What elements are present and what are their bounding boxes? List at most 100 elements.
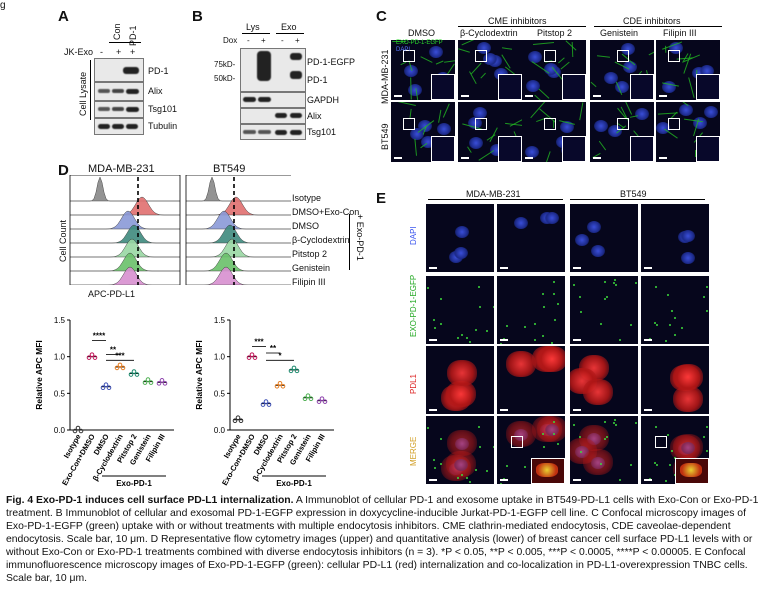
data-point <box>86 355 92 360</box>
data-point <box>75 425 81 431</box>
data-point <box>92 355 98 360</box>
confocal-image-e-pdl1 <box>570 346 638 414</box>
figure-corner-letter: g <box>0 0 6 11</box>
y-axis-label: Relative APC MFI <box>194 340 204 410</box>
row-e-pdl1: PDL1 <box>409 373 418 394</box>
header-e-mda: MDA-MB-231 <box>466 189 521 199</box>
panel-e-label: E <box>376 190 387 207</box>
blot-b-pd1 <box>240 48 306 92</box>
data-point <box>128 372 134 377</box>
flow-frame <box>69 175 181 285</box>
flow-legend-item: Filipin III <box>292 277 326 287</box>
data-point <box>238 418 244 424</box>
confocal-image-e-egfp <box>641 276 709 344</box>
confocal-image-c <box>391 40 455 100</box>
confocal-image-e-pdl1 <box>641 346 709 414</box>
data-point <box>322 399 328 404</box>
y-tick-label: 0.5 <box>214 389 226 398</box>
band-label-pd1-b: PD-1 <box>307 75 328 85</box>
row-e-egfp: EXO-PD-1-EGFP <box>409 274 418 337</box>
band-label-tsg101: Tsg101 <box>148 104 178 114</box>
marker-75kd: 75kD- <box>214 60 236 69</box>
caption-body: A Immunoblot of cellular PD-1 and exosom… <box>6 495 759 584</box>
cde-line <box>594 26 722 27</box>
y-tick-label: 1.0 <box>214 353 226 362</box>
flow-histogram-3 <box>186 210 291 230</box>
sign-a-1: + <box>116 47 122 57</box>
data-point <box>316 399 322 404</box>
marker-50kd: 50kD- <box>214 74 236 83</box>
flow-histogram-4 <box>70 224 180 244</box>
data-point <box>89 352 95 357</box>
data-point <box>302 396 308 402</box>
data-point <box>100 385 106 391</box>
band-label-gapdh: GAPDH <box>307 95 340 105</box>
significance-stars: *** <box>115 351 125 360</box>
blot-a-alix <box>94 82 144 101</box>
data-point <box>252 355 258 360</box>
data-point <box>294 368 300 374</box>
row-c-mda: MDA-MB-231 <box>380 49 390 104</box>
cell-lysate-label: Cell Lysate <box>78 71 88 116</box>
flow-frame <box>185 175 291 285</box>
confocal-image-c <box>656 40 720 100</box>
band-label-pd1: PD-1 <box>148 66 169 76</box>
exo-pd1-bracket-label: + Exo-PD-1 <box>355 214 365 261</box>
blot-a-tsg101 <box>94 101 144 118</box>
panel-a-label: A <box>58 8 69 25</box>
data-point <box>156 381 162 386</box>
y-tick-label: 0.0 <box>54 426 66 435</box>
header-e-mda-line <box>428 199 563 200</box>
confocal-image-e-egfp <box>426 276 494 344</box>
dox-label: Dox <box>223 36 238 45</box>
blot-b-tsg101 <box>240 124 306 140</box>
confocal-image-c <box>522 40 586 100</box>
band-label-tsg101-b: Tsg101 <box>307 127 337 137</box>
flow-legend-item: Isotype <box>292 193 322 203</box>
band-label-alix-b: Alix <box>307 111 322 121</box>
flow-title-mda: MDA-MB-231 <box>88 163 155 175</box>
flow-histogram-5 <box>70 238 180 258</box>
confocal-image-c <box>590 102 654 162</box>
confocal-image-e-merge <box>641 416 709 484</box>
data-point <box>277 380 283 386</box>
header-e-bt549-line <box>570 199 705 200</box>
confocal-image-c <box>590 40 654 100</box>
flow-legend-item: β-Cyclodextrin <box>292 235 350 245</box>
sign-b-3: + <box>295 36 300 45</box>
confocal-image-e-dapi <box>497 204 565 272</box>
flow-histogram-1 <box>186 176 291 202</box>
data-point <box>134 372 140 377</box>
data-point <box>162 381 168 386</box>
flow-histogram-2 <box>186 196 291 216</box>
sign-a-0: - <box>100 47 103 57</box>
flow-title-bt549: BT549 <box>213 163 246 175</box>
data-point <box>308 396 314 402</box>
group-lys: Lys <box>246 22 260 32</box>
legend-c-egfp: EXO-PD-1-EGFP <box>396 40 443 46</box>
blot-a-pd1 <box>94 58 144 82</box>
confocal-image-c <box>458 40 522 100</box>
cme-header: CME inhibitors <box>488 16 547 26</box>
flow-xlabel: APC-PD-L1 <box>88 289 136 299</box>
sign-a-2: + <box>130 47 136 57</box>
data-point <box>260 402 266 407</box>
y-tick-label: 1.0 <box>54 353 66 362</box>
blot-b-gapdh <box>240 92 306 108</box>
sign-b-1: + <box>261 36 266 45</box>
panel-d-label: D <box>58 162 69 179</box>
data-point <box>159 378 165 383</box>
flow-histogram-5 <box>186 238 291 258</box>
flow-legend-item: Genistein <box>292 263 331 273</box>
y-tick-label: 1.5 <box>214 316 226 325</box>
caption-title: Fig. 4 Exo-PD-1 induces cell surface PD-… <box>6 495 294 506</box>
confocal-image-e-egfp <box>570 276 638 344</box>
col-c-genistein: Genistein <box>600 28 639 38</box>
data-point <box>103 382 109 388</box>
cde-header: CDE inhibitors <box>623 16 681 26</box>
y-axis-label: Relative APC MFI <box>34 340 44 410</box>
data-point <box>291 365 297 371</box>
data-point <box>288 368 294 374</box>
data-point <box>232 418 238 424</box>
